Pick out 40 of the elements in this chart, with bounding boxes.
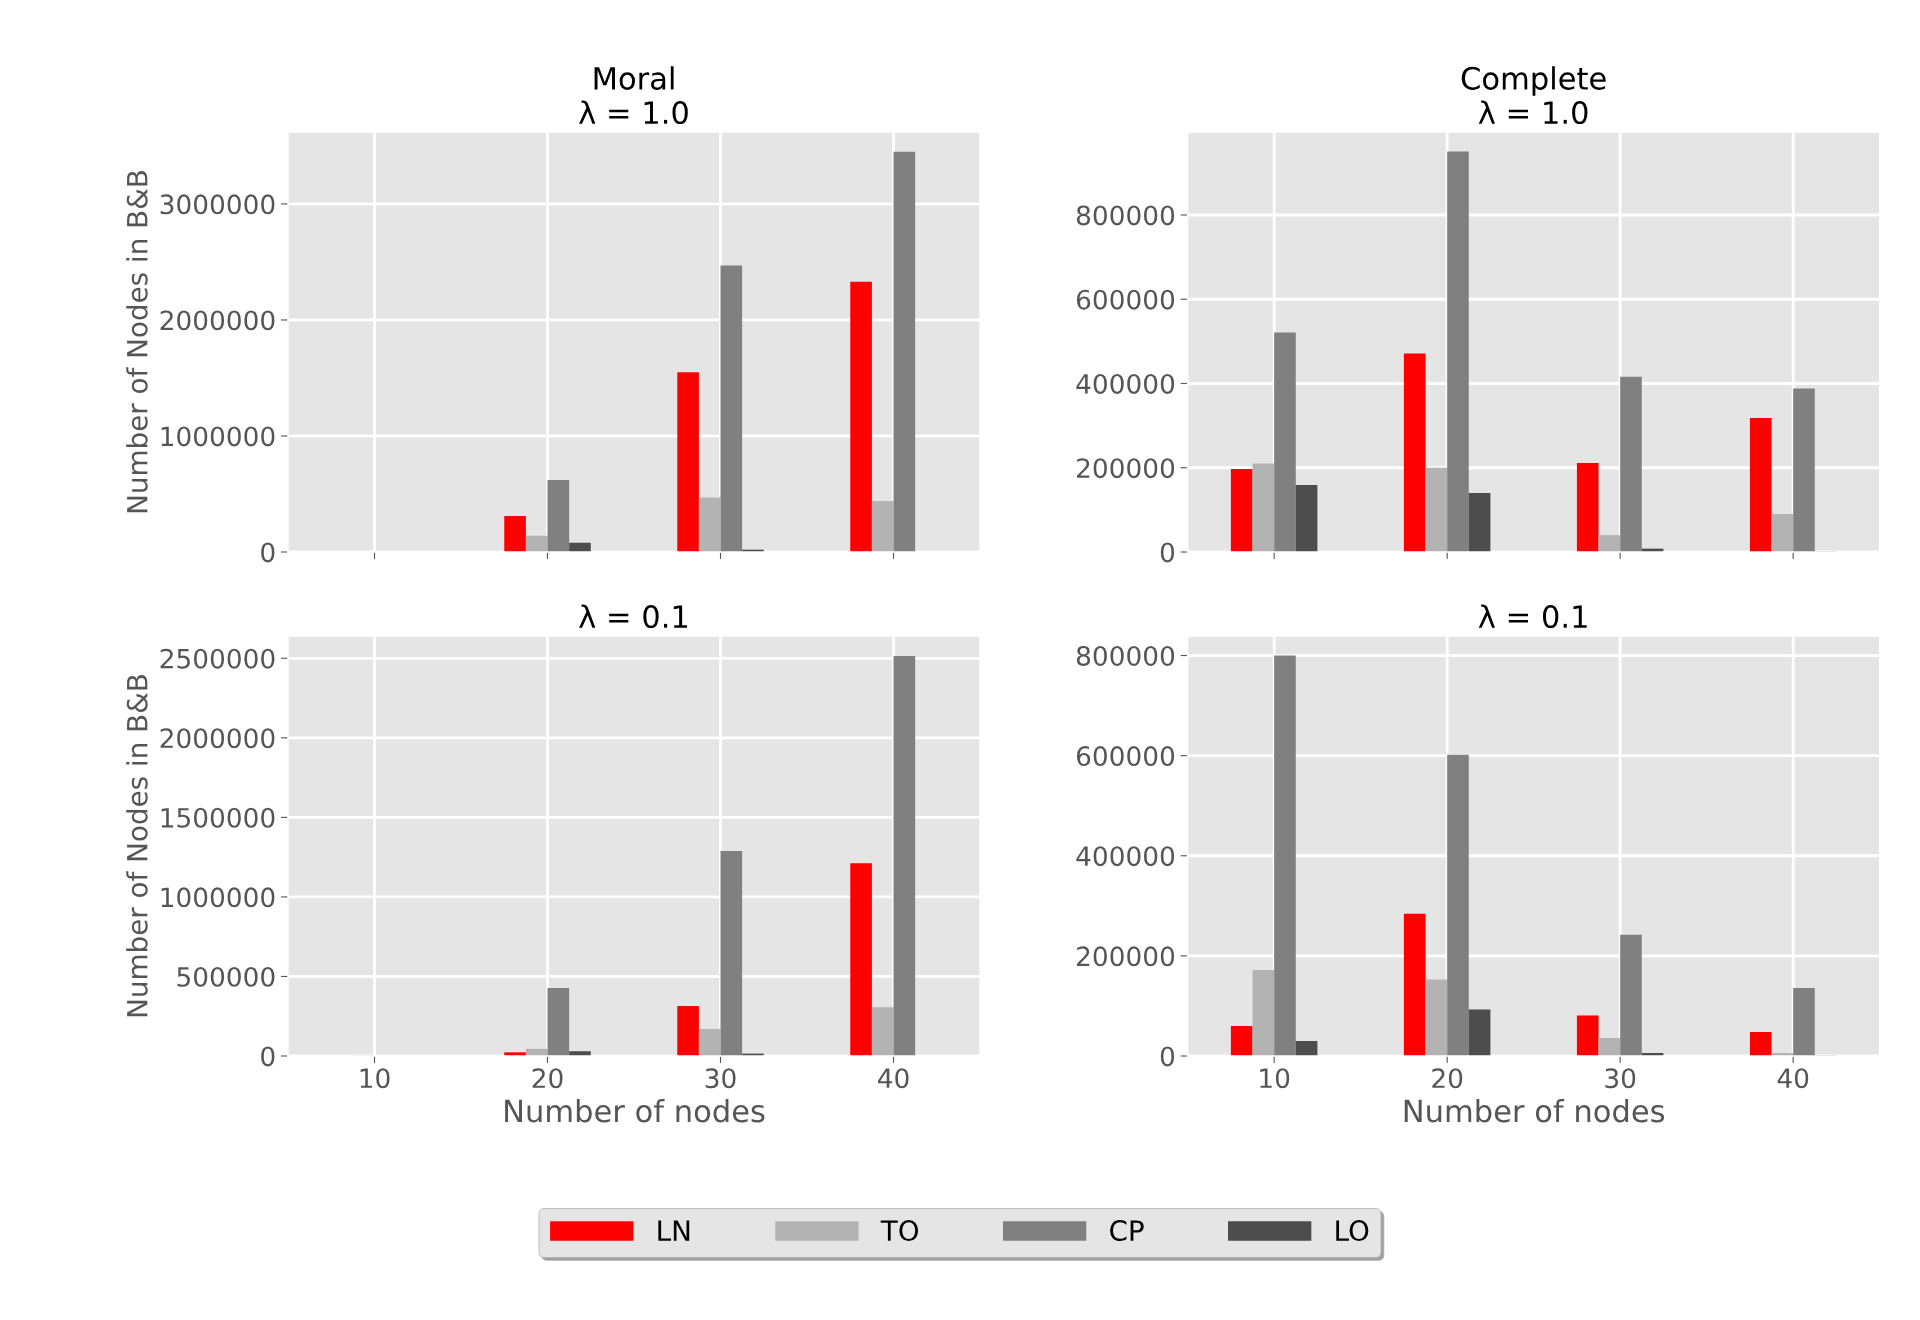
y-tick-label: 500000 xyxy=(177,966,275,987)
y-tick-label: 0 xyxy=(1160,542,1175,563)
y-tick-label: 2500000 xyxy=(160,648,275,669)
x-tick-label: 10 xyxy=(360,1068,390,1089)
y-tick-label: 3000000 xyxy=(160,194,275,215)
chart-title: λ = 0.1 xyxy=(1478,604,1587,629)
chart-title: Complete λ = 1.0 xyxy=(1461,66,1606,125)
y-tick-label: 1000000 xyxy=(161,887,275,908)
y-tick-label: 0 xyxy=(1160,1046,1175,1067)
x-tick-label: 20 xyxy=(532,1068,563,1089)
legend-label: TO xyxy=(880,1220,919,1242)
y-tick-label: 2000000 xyxy=(160,310,275,331)
x-tick-label: 30 xyxy=(705,1068,736,1089)
y-tick-label: 0 xyxy=(261,1046,275,1067)
y-tick-label: 600000 xyxy=(1076,289,1175,310)
x-tick-label: 40 xyxy=(1777,1068,1809,1089)
y-tick-label: 600000 xyxy=(1076,746,1175,767)
y-tick-label: 800000 xyxy=(1076,645,1175,666)
legend-label: LN xyxy=(658,1220,690,1241)
y-tick-label: 1500000 xyxy=(161,807,275,828)
y-tick-label: 200000 xyxy=(1077,458,1175,479)
chart-title: λ = 0.1 xyxy=(579,604,688,629)
y-tick-label: 800000 xyxy=(1076,205,1175,226)
y-tick-label: 200000 xyxy=(1077,946,1175,967)
legend-label: LO xyxy=(1336,1220,1369,1242)
chart-title: Moral λ = 1.0 xyxy=(579,66,688,125)
x-tick-label: 30 xyxy=(1605,1068,1636,1089)
legend-label: CP xyxy=(1110,1220,1144,1242)
y-tick-label: 1000000 xyxy=(161,426,275,447)
x-axis-title: Number of nodes xyxy=(505,1098,765,1123)
y-tick-label: 400000 xyxy=(1076,846,1175,867)
x-axis-title: Number of nodes xyxy=(1404,1098,1665,1123)
x-tick-label: 20 xyxy=(1432,1068,1463,1089)
y-tick-label: 2000000 xyxy=(160,728,275,749)
y-tick-label: 400000 xyxy=(1076,373,1175,394)
y-tick-label: 0 xyxy=(261,542,275,563)
x-tick-label: 40 xyxy=(878,1068,909,1089)
y-axis-title: Number of Nodes in B&B xyxy=(126,171,148,513)
x-tick-label: 10 xyxy=(1260,1068,1290,1089)
y-axis-title: Number of Nodes in B&B xyxy=(126,675,148,1017)
